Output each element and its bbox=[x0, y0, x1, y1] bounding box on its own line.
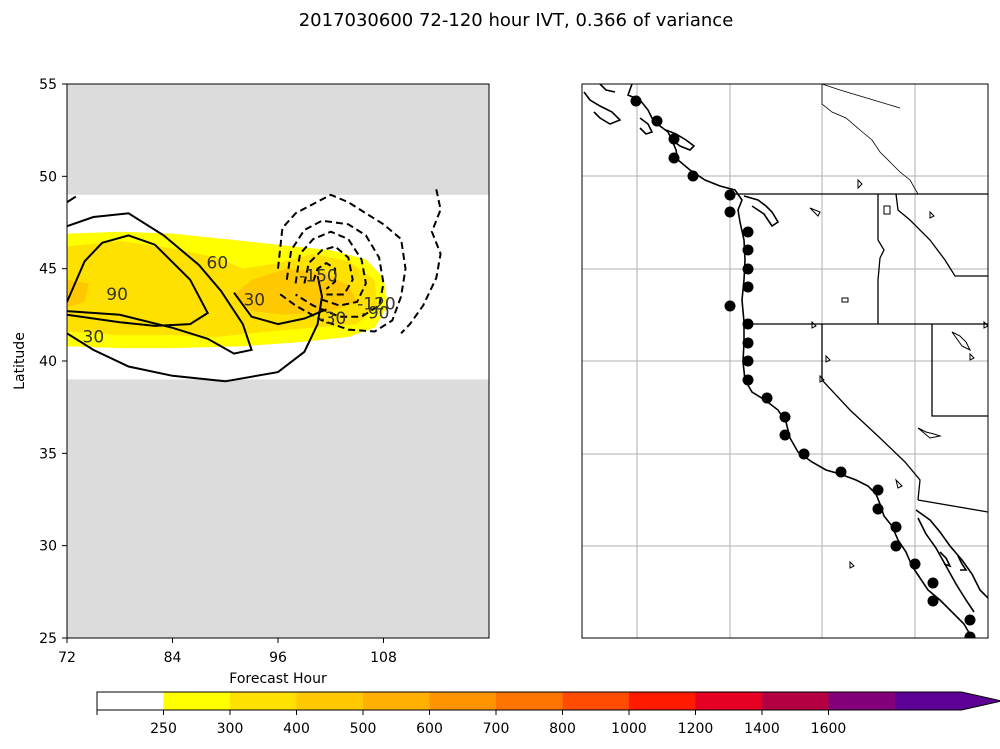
masked-region bbox=[67, 84, 489, 195]
map-point bbox=[742, 244, 754, 256]
contour-line bbox=[285, 219, 385, 318]
filled-contour-region bbox=[67, 279, 89, 308]
colorbar: 250 300 400 500 600 700 800 1000 1200 1400 1600 bbox=[96, 691, 1000, 737]
y-tick-label: 30 bbox=[39, 539, 57, 555]
map-point bbox=[798, 448, 810, 460]
map-point bbox=[724, 206, 736, 218]
filled-contour-region bbox=[234, 268, 358, 315]
colorbar-segment bbox=[629, 692, 696, 710]
colorbar-segment bbox=[895, 692, 1000, 710]
province-borders bbox=[821, 84, 919, 195]
y-tick-label: 55 bbox=[39, 77, 57, 93]
contour-line bbox=[67, 195, 77, 204]
x-axis-label: Forecast Hour bbox=[229, 671, 327, 687]
map-point bbox=[909, 558, 921, 570]
map-point bbox=[742, 263, 754, 275]
colorbar-segment bbox=[762, 692, 829, 710]
lakes bbox=[809, 178, 988, 569]
map-frame bbox=[581, 83, 989, 639]
y-tick-label: 40 bbox=[39, 354, 57, 370]
contour-label: -150 bbox=[299, 267, 338, 287]
contour-label: -120 bbox=[357, 294, 396, 314]
map-point bbox=[890, 540, 902, 552]
masked-region bbox=[67, 379, 489, 638]
colorbar-tick-label: 700 bbox=[483, 721, 510, 737]
colorbar-tick-label: 600 bbox=[416, 721, 443, 737]
contour-plot-panel: 90 60 30 30 -150 -120-90 -30 72 84 96 108 25 30 35 4… bbox=[12, 77, 490, 687]
colorbar-segment bbox=[828, 692, 896, 710]
map-point bbox=[651, 115, 663, 127]
contour-label: -90 bbox=[362, 304, 390, 324]
contour-line bbox=[303, 245, 354, 296]
colorbar-tick-label: 1600 bbox=[811, 721, 847, 737]
contour-line bbox=[67, 212, 253, 355]
map-point bbox=[742, 337, 754, 349]
y-axis-label: Latitude bbox=[12, 332, 28, 390]
colorbar-segment bbox=[695, 692, 763, 710]
colorbar-segment bbox=[230, 692, 297, 710]
colorbar-segment bbox=[363, 692, 430, 710]
colorbar-segment bbox=[97, 692, 164, 710]
map-point bbox=[742, 374, 754, 386]
colorbar-tick-label: 500 bbox=[350, 721, 377, 737]
map-point bbox=[835, 466, 847, 478]
contour-label: 30 bbox=[83, 328, 105, 348]
map-point bbox=[872, 484, 884, 496]
map-point bbox=[927, 595, 939, 607]
colorbar-tick-label: 300 bbox=[217, 721, 244, 737]
x-tick-label: 84 bbox=[164, 650, 182, 666]
map-point bbox=[742, 355, 754, 367]
contour-label: 60 bbox=[207, 254, 229, 274]
map-point bbox=[761, 392, 773, 404]
colorbar-segment bbox=[562, 692, 630, 710]
map-point bbox=[890, 521, 902, 533]
y-tick-label: 50 bbox=[39, 169, 57, 185]
map-panel bbox=[581, 83, 989, 639]
map-point bbox=[630, 95, 642, 107]
colorbar-tick-label: 1000 bbox=[611, 721, 647, 737]
map-point bbox=[668, 133, 680, 145]
y-tick-label: 25 bbox=[39, 631, 57, 647]
contour-label: 90 bbox=[106, 285, 128, 305]
contour-label: 30 bbox=[243, 291, 265, 311]
map-point bbox=[779, 411, 791, 423]
contour-line bbox=[400, 189, 442, 334]
map-point bbox=[779, 429, 791, 441]
map-point bbox=[927, 577, 939, 589]
colorbar-tick-label: 1200 bbox=[678, 721, 714, 737]
map-point bbox=[742, 281, 754, 293]
contour-line bbox=[277, 193, 407, 333]
contour-label: -30 bbox=[319, 309, 347, 329]
x-tick-label: 96 bbox=[269, 650, 287, 666]
map-point bbox=[964, 614, 976, 626]
map-point bbox=[742, 226, 754, 238]
figure-title: 2017030600 72-120 hour IVT, 0.366 of var… bbox=[299, 10, 734, 31]
colorbar-tick-label: 800 bbox=[549, 721, 576, 737]
colorbar-tick-label: 250 bbox=[150, 721, 177, 737]
map-point bbox=[687, 170, 699, 182]
colorbar-tick-label: 400 bbox=[283, 721, 310, 737]
land-borders bbox=[730, 193, 988, 513]
colorbar-segment bbox=[296, 692, 364, 710]
colorbar-segment bbox=[429, 692, 497, 710]
map-point bbox=[668, 152, 680, 164]
x-tick-label: 72 bbox=[58, 650, 76, 666]
colorbar-segment bbox=[496, 692, 563, 710]
colorbar-tick-label: 1400 bbox=[744, 721, 780, 737]
map-point bbox=[742, 318, 754, 330]
y-tick-label: 35 bbox=[39, 446, 57, 462]
map-point bbox=[724, 300, 736, 312]
contour-line bbox=[294, 230, 367, 307]
map-point bbox=[964, 631, 976, 638]
contour-line bbox=[312, 261, 337, 290]
colorbar-segment bbox=[163, 692, 231, 710]
map-point bbox=[724, 189, 736, 201]
x-tick-label: 108 bbox=[370, 650, 397, 666]
y-tick-label: 45 bbox=[39, 262, 57, 278]
colorbar-outline bbox=[96, 691, 1000, 711]
contour-line bbox=[67, 275, 324, 383]
map-point bbox=[872, 503, 884, 515]
contour-line bbox=[67, 234, 210, 327]
